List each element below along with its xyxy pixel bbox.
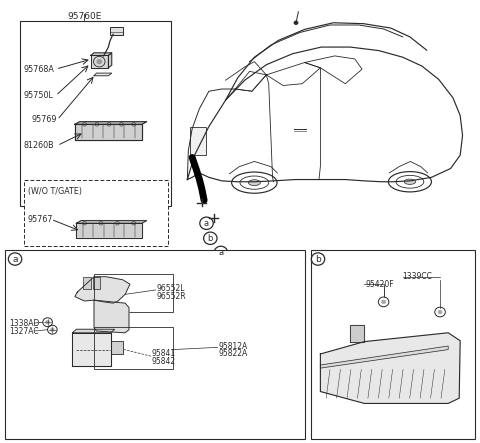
Polygon shape bbox=[350, 325, 364, 342]
Text: 95842: 95842 bbox=[152, 358, 176, 366]
Bar bbox=[111, 341, 123, 354]
Bar bbox=[110, 27, 123, 35]
Text: 1338AD: 1338AD bbox=[9, 319, 40, 327]
Text: a: a bbox=[218, 248, 223, 257]
Polygon shape bbox=[72, 329, 115, 333]
Circle shape bbox=[381, 299, 386, 304]
Polygon shape bbox=[76, 221, 147, 223]
Text: 96552R: 96552R bbox=[156, 292, 186, 301]
Ellipse shape bbox=[248, 180, 260, 186]
Text: 95822A: 95822A bbox=[218, 350, 248, 358]
Polygon shape bbox=[91, 53, 112, 55]
Text: 96552L: 96552L bbox=[156, 284, 185, 293]
Circle shape bbox=[294, 20, 299, 25]
Text: 95750L: 95750L bbox=[24, 91, 54, 100]
Polygon shape bbox=[72, 333, 111, 366]
Bar bbox=[93, 277, 100, 289]
Text: (W/O T/GATE): (W/O T/GATE) bbox=[28, 187, 83, 196]
Text: b: b bbox=[208, 234, 213, 243]
Polygon shape bbox=[76, 223, 142, 238]
Text: 1339CC: 1339CC bbox=[402, 272, 432, 281]
Text: 95841: 95841 bbox=[152, 350, 176, 358]
Text: 1327AC: 1327AC bbox=[9, 326, 39, 335]
Bar bbox=[94, 327, 173, 369]
Circle shape bbox=[45, 320, 50, 324]
Bar bbox=[94, 275, 173, 312]
Text: 81260B: 81260B bbox=[24, 141, 54, 150]
Text: 95760E: 95760E bbox=[67, 12, 102, 21]
Text: a: a bbox=[12, 255, 18, 264]
Text: 95769: 95769 bbox=[32, 116, 57, 124]
Polygon shape bbox=[94, 300, 129, 333]
Bar bbox=[4, 250, 305, 439]
Polygon shape bbox=[321, 333, 460, 404]
Polygon shape bbox=[321, 346, 448, 368]
Text: a: a bbox=[204, 219, 209, 228]
Bar bbox=[24, 179, 168, 246]
Text: 95768A: 95768A bbox=[24, 65, 55, 74]
Polygon shape bbox=[91, 55, 108, 68]
Bar bbox=[311, 250, 476, 439]
Polygon shape bbox=[75, 122, 147, 124]
Ellipse shape bbox=[404, 179, 416, 184]
Bar bbox=[190, 127, 206, 155]
Circle shape bbox=[96, 59, 102, 64]
Text: 95767: 95767 bbox=[27, 215, 52, 224]
Polygon shape bbox=[75, 124, 142, 140]
Text: 95812A: 95812A bbox=[218, 342, 248, 350]
Circle shape bbox=[438, 310, 443, 314]
Circle shape bbox=[50, 327, 55, 332]
Bar bbox=[83, 277, 91, 289]
Text: b: b bbox=[315, 255, 321, 264]
Text: 95420F: 95420F bbox=[365, 280, 394, 289]
Polygon shape bbox=[108, 53, 112, 68]
Polygon shape bbox=[94, 73, 112, 76]
Bar bbox=[20, 20, 170, 206]
Polygon shape bbox=[75, 277, 130, 303]
